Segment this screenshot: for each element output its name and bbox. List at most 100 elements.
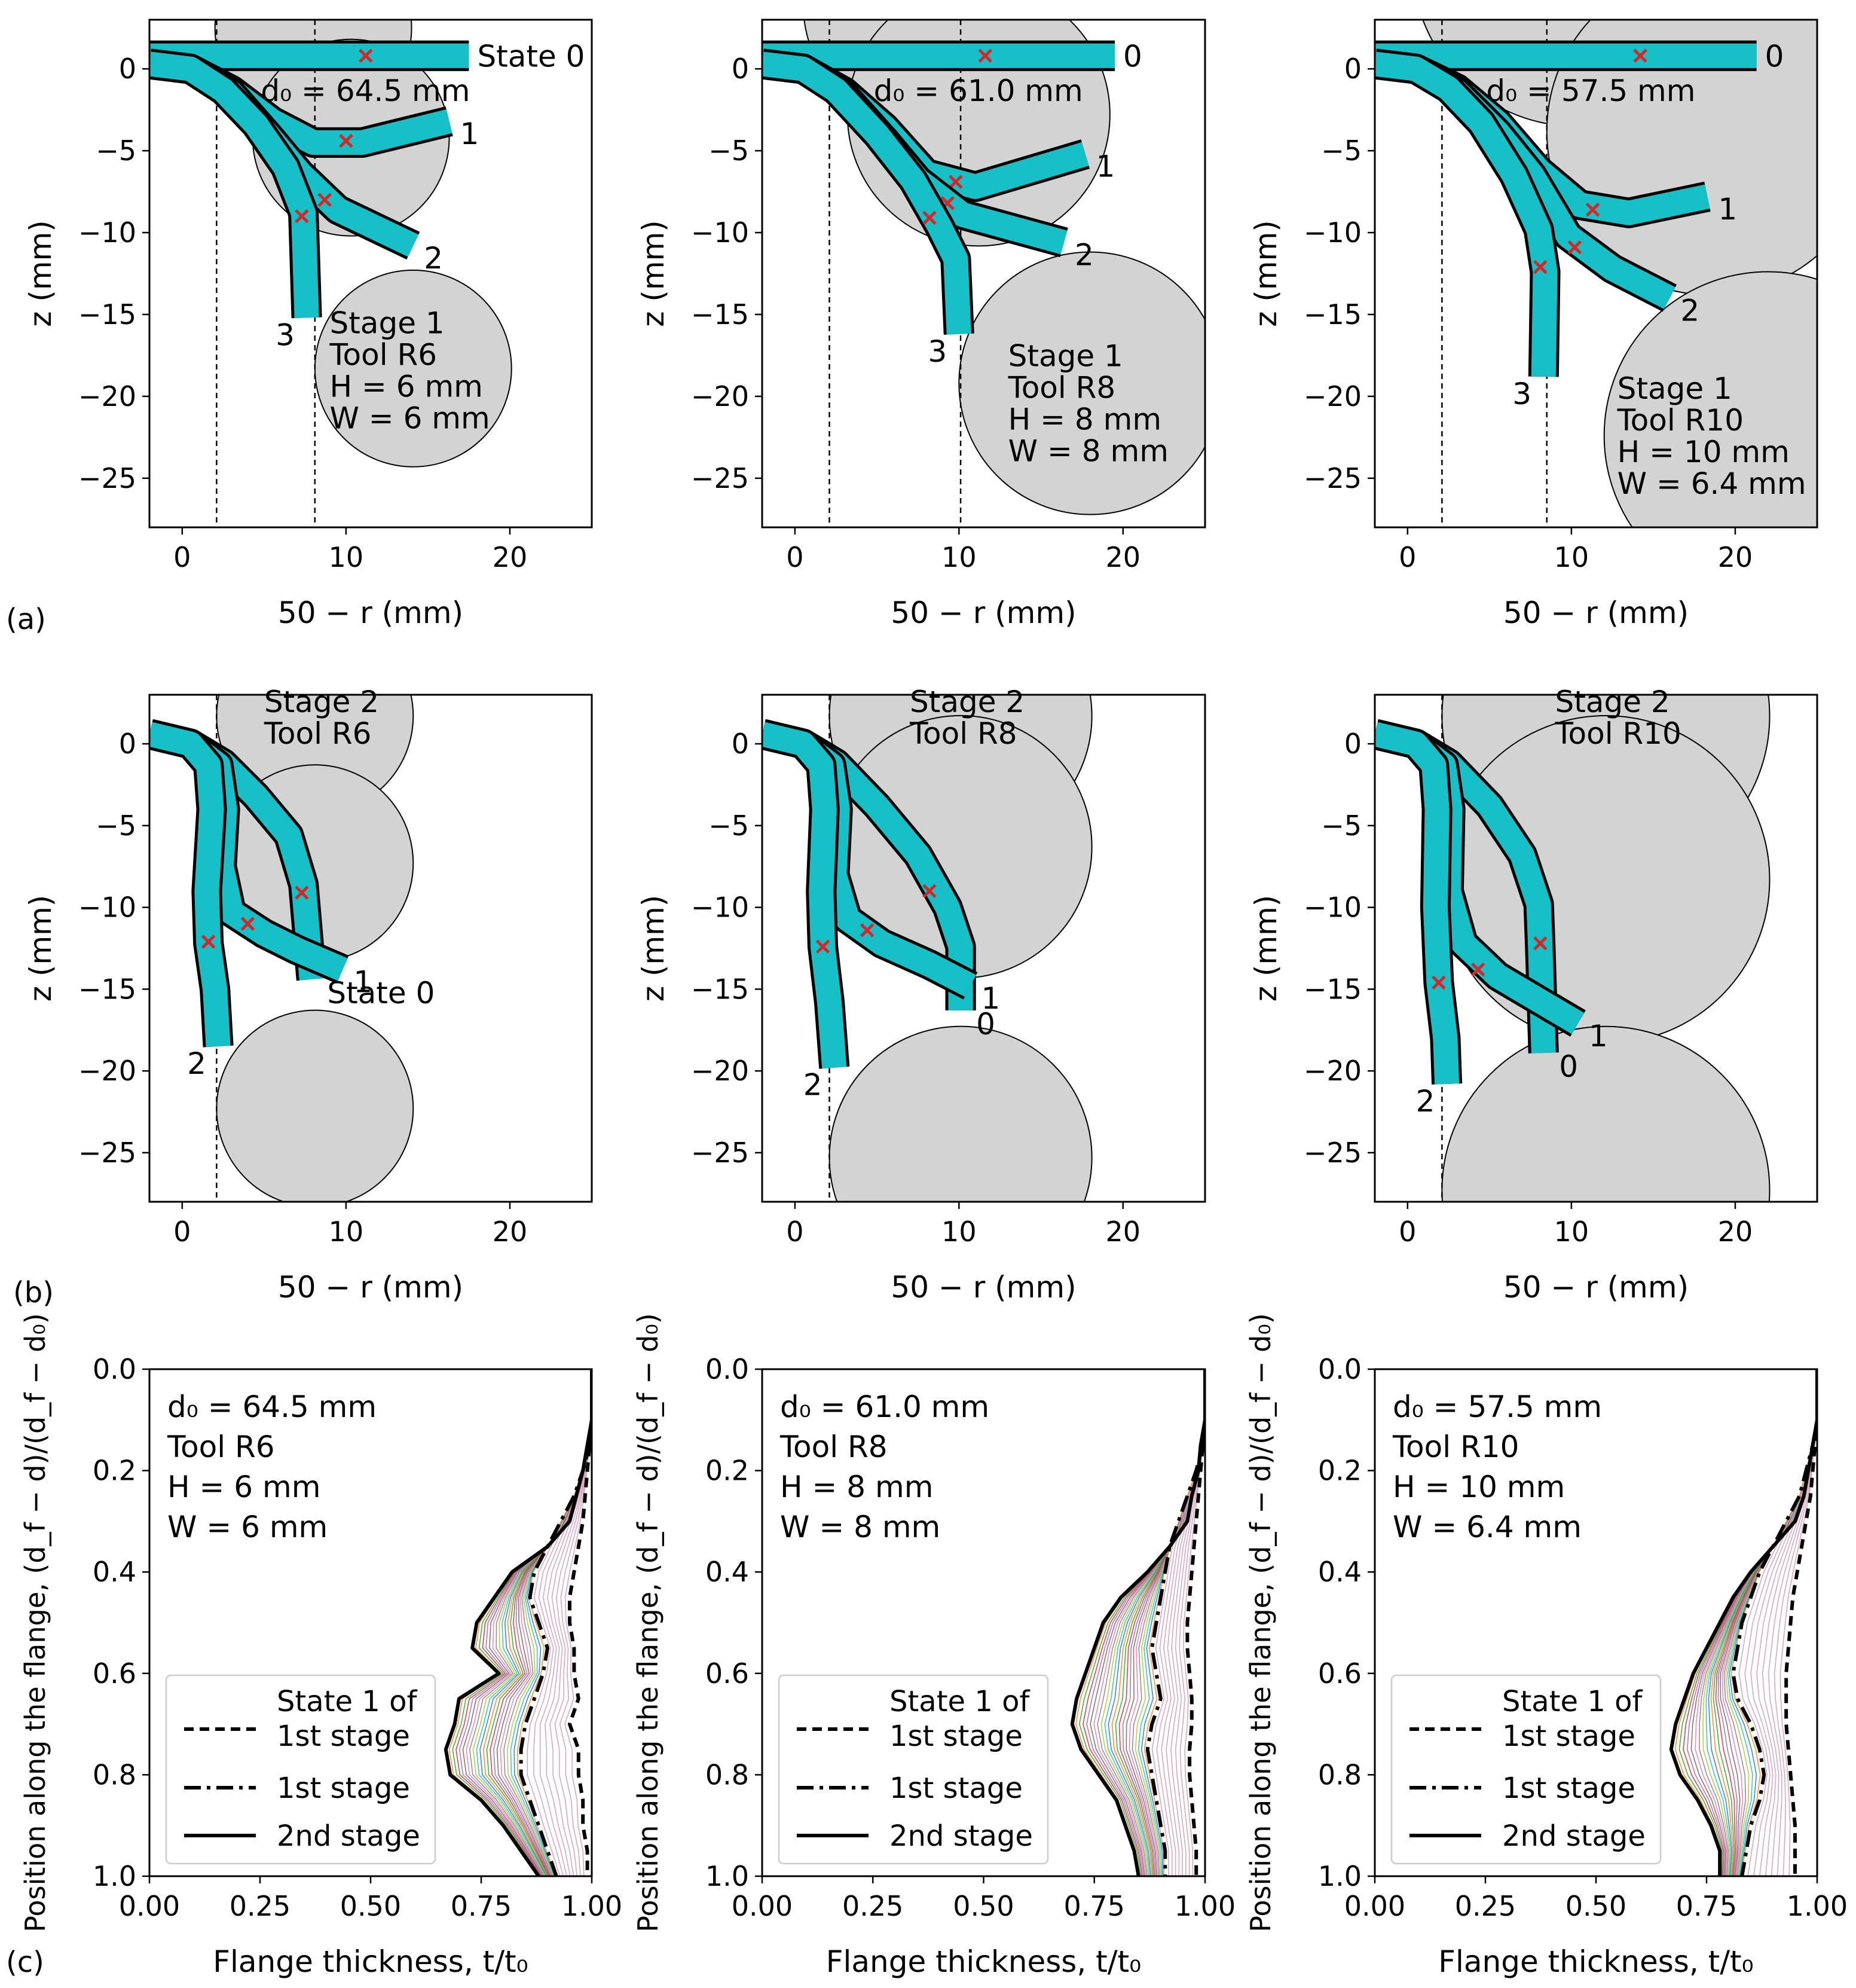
plot-area — [149, 20, 512, 527]
x-tick-label: 0.50 — [1565, 1890, 1626, 1922]
strip-label: 2 — [803, 1068, 822, 1103]
strip-label: 1 — [981, 981, 1001, 1016]
legend-label: 2nd stage — [1502, 1819, 1646, 1853]
strip-label: 3 — [928, 334, 947, 369]
x-tick-label: 0 — [786, 1216, 803, 1248]
intermediate-curve — [559, 1369, 592, 1876]
plot-frame — [1374, 19, 1818, 529]
annotation-text: W = 8 mm — [1008, 433, 1169, 468]
tool-circle — [1441, 1025, 1771, 1202]
x-tick-label: 0 — [1399, 1216, 1416, 1248]
annotation-text: Tool R8 — [909, 716, 1017, 751]
annotation-text: d₀ = 64.5 mm — [167, 1390, 377, 1424]
annotation-text: d₀ = 61.0 mm — [780, 1390, 989, 1424]
annotation-text: Tool R8 — [779, 1430, 888, 1464]
x-tick-label: 20 — [493, 1216, 528, 1248]
legend-label: 2nd stage — [277, 1819, 420, 1853]
x-tick-label: 10 — [1554, 1216, 1589, 1248]
x-tick-label: 0.00 — [1344, 1890, 1405, 1922]
strip-label: 2 — [1680, 294, 1699, 328]
x-tick-label: 0 — [173, 1216, 191, 1248]
x-axis-label: 50 − r (mm) — [278, 1270, 463, 1305]
y-tick-label: −25 — [691, 462, 749, 494]
y-tick-label: −20 — [78, 1055, 136, 1087]
x-axis-label: 50 − r (mm) — [891, 596, 1076, 630]
strip-label: 3 — [1512, 377, 1531, 411]
annotation-text: Stage 2 — [1555, 685, 1670, 719]
marker-x — [1567, 240, 1582, 255]
marker-x — [1633, 48, 1647, 63]
y-tick-label: 0.6 — [705, 1657, 749, 1690]
y-tick-label: 0.6 — [1318, 1657, 1362, 1690]
plot-area — [444, 1369, 592, 1876]
y-tick-label: 0 — [119, 53, 136, 85]
x-tick-label: 0.00 — [732, 1890, 793, 1922]
y-tick-label: −15 — [1304, 973, 1362, 1005]
y-tick-label: −10 — [691, 891, 749, 924]
annotation-text: H = 8 mm — [780, 1470, 933, 1504]
legend-label: 1st stage — [277, 1772, 410, 1805]
x-tick-label: 10 — [941, 541, 977, 573]
y-axis-label: z (mm) — [636, 895, 671, 1002]
legend-label: State 1 of — [1502, 1685, 1643, 1718]
marker-x — [1470, 962, 1485, 977]
y-tick-label: 0 — [732, 53, 749, 85]
plot-frame — [148, 694, 593, 1203]
annotation-text: Tool R10 — [1554, 716, 1681, 751]
annotation-text: W = 6.4 mm — [1393, 1510, 1582, 1544]
x-tick-label: 0.50 — [340, 1890, 401, 1922]
legend-box — [1390, 1674, 1662, 1865]
x-tick-label: 0.25 — [842, 1890, 903, 1922]
x-tick-label: 20 — [1106, 541, 1141, 573]
y-tick-label: −5 — [96, 135, 136, 167]
strip-label: 1 — [1096, 149, 1115, 184]
x-axis-label: 50 − r (mm) — [278, 596, 463, 630]
y-axis-label: Position along the flange, (d_f − d)/(d_… — [19, 1313, 51, 1932]
y-tick-label: −25 — [78, 462, 136, 494]
strip-label: 1 — [1718, 192, 1737, 227]
x-tick-label: 10 — [329, 541, 364, 573]
x-tick-label: 0 — [1399, 541, 1416, 573]
tool-circle — [1441, 715, 1771, 1045]
x-tick-label: 0.25 — [1455, 1890, 1516, 1922]
marker-x — [359, 48, 373, 63]
marker-x — [295, 885, 309, 900]
annotation-text: H = 10 mm — [1617, 435, 1790, 469]
plot-area — [1070, 1369, 1205, 1876]
y-tick-label: −20 — [1304, 1055, 1362, 1087]
x-tick-label: 20 — [1106, 1216, 1141, 1248]
y-tick-label: −5 — [1321, 135, 1362, 167]
series-solid — [1669, 1369, 1817, 1876]
annotation-text: H = 8 mm — [1008, 402, 1161, 436]
strip-label: 2 — [1416, 1084, 1435, 1119]
x-tick-label: 20 — [493, 541, 528, 573]
plot-area — [149, 695, 414, 1202]
marker-x — [1533, 259, 1548, 274]
marker-x — [295, 209, 309, 224]
annotation-text: Tool R10 — [1617, 403, 1744, 438]
y-axis-label: z (mm) — [636, 220, 671, 327]
y-axis-label: Position along the flange, (d_f − d)/(d_… — [632, 1313, 664, 1932]
annotation-text: W = 6.4 mm — [1617, 466, 1806, 501]
x-tick-label: 0.50 — [953, 1890, 1014, 1922]
strip-label: 0 — [1765, 39, 1784, 74]
y-tick-label: −10 — [1304, 216, 1362, 249]
marker-x — [1585, 202, 1600, 217]
x-axis-label: 50 − r (mm) — [1503, 1270, 1689, 1305]
x-tick-label: 0 — [173, 541, 191, 573]
y-axis-label: z (mm) — [23, 220, 58, 327]
x-tick-label: 10 — [1554, 541, 1589, 573]
y-tick-label: −15 — [691, 298, 749, 331]
annotation-text: d₀ = 61.0 mm — [874, 74, 1083, 108]
y-tick-label: −15 — [78, 298, 136, 331]
y-tick-label: −20 — [78, 380, 136, 413]
tool-circle — [216, 1009, 414, 1202]
marker-x — [815, 939, 830, 954]
sheet-strip — [762, 51, 971, 335]
marker-x — [317, 193, 332, 207]
annotation-text: d₀ = 57.5 mm — [1486, 74, 1695, 108]
